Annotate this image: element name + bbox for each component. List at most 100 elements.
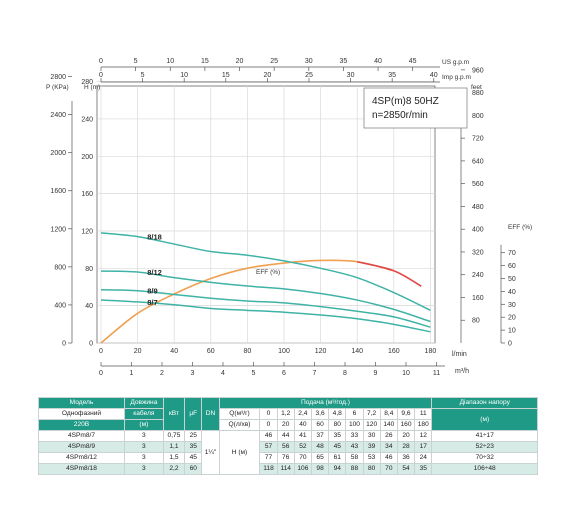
x-tick-usgpm: 10 bbox=[166, 58, 174, 65]
header-q-m3: Q(м³/г) bbox=[218, 408, 261, 420]
head-curve-8-12 bbox=[100, 270, 431, 323]
y-tick-feet: 720 bbox=[472, 136, 484, 143]
efficiency-curve-tail bbox=[357, 260, 422, 287]
head-value-cell: 34 bbox=[379, 441, 398, 453]
y-tick-m: 40 bbox=[85, 303, 93, 310]
head-value-cell: 35 bbox=[414, 463, 433, 475]
y-tick-m: 120 bbox=[81, 228, 93, 235]
head-value-cell: 26 bbox=[379, 430, 398, 442]
y-tick-feet: 560 bbox=[472, 181, 484, 188]
y-tick-eff: 30 bbox=[508, 302, 516, 309]
speed-label: n=2850r/min bbox=[372, 110, 428, 121]
header-cable-2: кабеля bbox=[124, 408, 164, 420]
curves: EFF (%) 8/18 8/12 8/9 8/7 bbox=[100, 232, 431, 344]
head-value-cell: 12 bbox=[414, 430, 433, 442]
x-tick-usgpm: 20 bbox=[236, 58, 244, 65]
q-l-cell: 0 bbox=[259, 419, 278, 431]
y-tick-m: 0 bbox=[89, 341, 93, 348]
y-tick-m: 160 bbox=[81, 191, 93, 198]
x-tick-m3h: 1 bbox=[130, 370, 134, 377]
y-tick-feet: 880 bbox=[472, 90, 484, 97]
y-tick-eff: 20 bbox=[508, 315, 516, 322]
head-value-cell: 56 bbox=[276, 441, 295, 453]
head-curve-8-7 bbox=[100, 299, 431, 333]
q-l-cell: 100 bbox=[345, 419, 364, 431]
head-value-cell: 114 bbox=[276, 463, 295, 475]
x-tick-lmin: 140 bbox=[351, 348, 363, 355]
y-tick-kpa: 2400 bbox=[50, 112, 66, 119]
head-value-cell: 76 bbox=[276, 452, 295, 464]
q-l-cell: 140 bbox=[379, 419, 398, 431]
head-value-cell: 61 bbox=[328, 452, 347, 464]
x-unit-m3h: m³/h bbox=[455, 368, 469, 375]
y-tick-eff: 50 bbox=[508, 276, 516, 283]
x-unit-usgpm: US g.p.m bbox=[442, 59, 469, 66]
x-tick-lmin: 160 bbox=[388, 348, 400, 355]
header-range-unit: (м) bbox=[431, 408, 538, 431]
pump-spec-table: Модель Довжина кВт μF DN Подача (м³/год.… bbox=[38, 397, 538, 475]
head-value-cell: 39 bbox=[362, 441, 381, 453]
q-m3-cell: 9,6 bbox=[396, 408, 416, 420]
head-value-cell: 54 bbox=[396, 463, 416, 475]
model-cell: 4SPm8/9 bbox=[38, 441, 125, 453]
kw-cell: 1,1 bbox=[162, 441, 186, 453]
series-label: 8/18 bbox=[147, 233, 162, 242]
x-tick-usgpm: 40 bbox=[374, 58, 382, 65]
y-tick-kpa: 0 bbox=[62, 341, 66, 348]
head-value-cell: 28 bbox=[396, 441, 416, 453]
head-value-cell: 17 bbox=[414, 441, 433, 453]
model-cell: 4SPm8/7 bbox=[38, 430, 125, 442]
y-tick-kpa: 400 bbox=[54, 302, 66, 309]
x-tick-impgpm: 5 bbox=[141, 72, 145, 79]
x-tick-m3h: 3 bbox=[191, 370, 195, 377]
x-tick-m3h: 4 bbox=[221, 370, 225, 377]
head-value-cell: 43 bbox=[345, 441, 364, 453]
x-tick-lmin: 60 bbox=[207, 348, 215, 355]
head-value-cell: 46 bbox=[379, 452, 398, 464]
x-tick-m3h: 11 bbox=[433, 370, 440, 377]
head-value-cell: 37 bbox=[310, 430, 330, 442]
y-tick-m: 80 bbox=[85, 266, 93, 273]
head-value-cell: 70 bbox=[293, 452, 312, 464]
head-value-cell: 48 bbox=[310, 441, 330, 453]
range-cell: 41÷17 bbox=[431, 430, 538, 442]
kw-cell: 2,2 bbox=[162, 463, 186, 475]
y-tick-feet: 320 bbox=[472, 249, 484, 256]
q-l-cell: 120 bbox=[362, 419, 381, 431]
head-curve-8-9 bbox=[100, 289, 431, 328]
head-value-cell: 57 bbox=[259, 441, 278, 453]
y-tick-eff: 10 bbox=[508, 328, 516, 335]
x-tick-usgpm: 45 bbox=[409, 58, 417, 65]
cable-cell: 3 bbox=[124, 441, 164, 453]
x-tick-usgpm: 0 bbox=[99, 58, 103, 65]
head-value-cell: 41 bbox=[293, 430, 312, 442]
y-unit-kpa: P (KPa) bbox=[46, 84, 69, 91]
model-cell: 4SPm8/12 bbox=[38, 452, 125, 464]
y-tick-feet: 240 bbox=[472, 272, 484, 279]
q-l-cell: 20 bbox=[276, 419, 295, 431]
y-tick-kpa: 800 bbox=[54, 264, 66, 271]
header-voltage: 220В bbox=[38, 419, 125, 431]
head-value-cell: 52 bbox=[293, 441, 312, 453]
x-tick-impgpm: 35 bbox=[388, 72, 396, 79]
q-l-cell: 60 bbox=[310, 419, 330, 431]
y-tick-feet: 960 bbox=[472, 67, 484, 74]
x-tick-m3h: 2 bbox=[160, 370, 164, 377]
head-value-cell: 77 bbox=[259, 452, 278, 464]
y-tick-eff: 70 bbox=[508, 250, 516, 257]
y-unit-eff: EFF (%) bbox=[508, 224, 532, 231]
y-tick-eff: 60 bbox=[508, 263, 516, 270]
q-l-cell: 160 bbox=[396, 419, 416, 431]
grid bbox=[97, 81, 435, 344]
header-single-phase: Однофазний bbox=[38, 408, 125, 420]
x-tick-impgpm: 10 bbox=[180, 72, 188, 79]
y-tick-m: 280 bbox=[81, 79, 93, 86]
x-tick-impgpm: 30 bbox=[347, 72, 355, 79]
x-tick-usgpm: 35 bbox=[340, 58, 348, 65]
cable-cell: 3 bbox=[124, 452, 164, 464]
header-model: Модель bbox=[38, 397, 125, 409]
range-cell: 106÷48 bbox=[431, 463, 538, 475]
efficiency-label: EFF (%) bbox=[256, 269, 280, 276]
q-m3-cell: 7,2 bbox=[362, 408, 381, 420]
head-value-cell: 80 bbox=[362, 463, 381, 475]
